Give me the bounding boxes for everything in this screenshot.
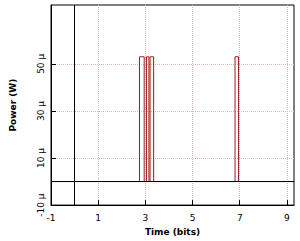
svg-text:10 µ: 10 µ bbox=[36, 148, 46, 168]
svg-text:50 µ: 50 µ bbox=[36, 54, 46, 74]
svg-text:Power (W): Power (W) bbox=[8, 79, 18, 132]
svg-text:-1: -1 bbox=[47, 213, 56, 223]
svg-text:3: 3 bbox=[143, 213, 149, 223]
svg-text:7: 7 bbox=[237, 213, 243, 223]
svg-text:9: 9 bbox=[284, 213, 290, 223]
svg-text:Time (bits): Time (bits) bbox=[145, 227, 200, 237]
svg-text:1: 1 bbox=[95, 213, 101, 223]
svg-text:-10 µ: -10 µ bbox=[36, 193, 46, 217]
svg-text:5: 5 bbox=[190, 213, 196, 223]
svg-text:30 µ: 30 µ bbox=[36, 101, 46, 121]
